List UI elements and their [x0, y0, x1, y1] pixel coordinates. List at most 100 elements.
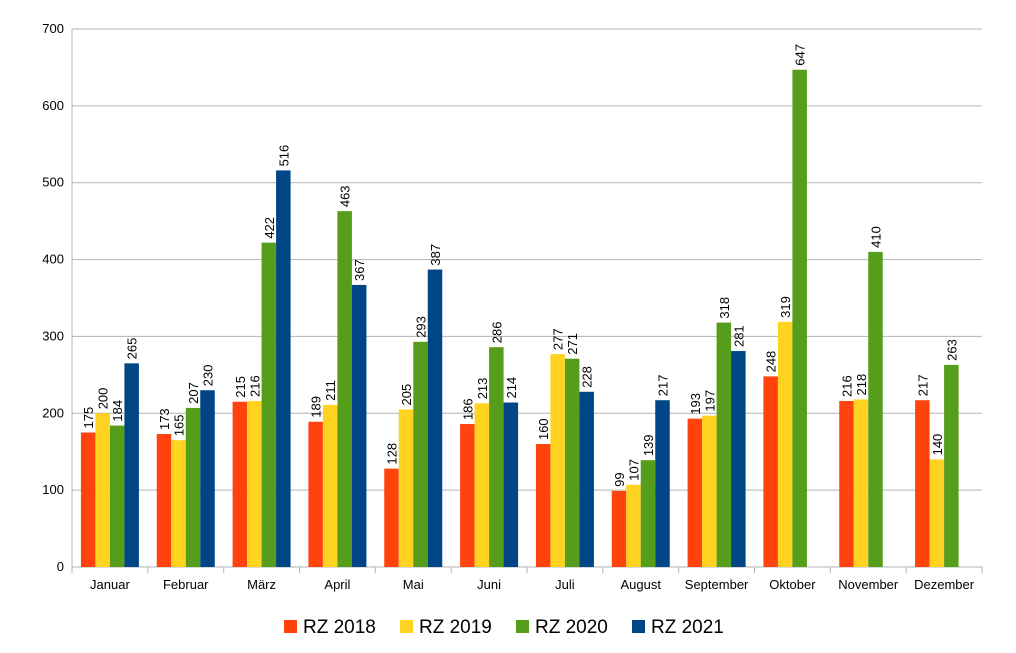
y-tick-label: 100	[42, 482, 64, 497]
bar	[915, 400, 930, 567]
data-label: 165	[172, 414, 187, 436]
data-label: 319	[778, 296, 793, 318]
data-label: 647	[793, 44, 808, 66]
data-label: 214	[504, 377, 519, 399]
bar	[868, 251, 883, 567]
data-label: 281	[731, 325, 746, 347]
data-label: 128	[385, 443, 400, 465]
y-tick-label: 400	[42, 252, 64, 267]
y-tick-label: 500	[42, 175, 64, 190]
data-label: 217	[656, 375, 671, 397]
y-tick-label: 0	[57, 559, 64, 574]
bar	[247, 400, 262, 567]
data-label: 367	[352, 259, 367, 281]
x-tick-label: März	[247, 577, 276, 592]
bar	[716, 322, 732, 567]
bar	[763, 376, 778, 567]
data-label: 293	[414, 316, 429, 338]
x-tick-label: Dezember	[914, 577, 975, 592]
data-label: 213	[475, 378, 490, 400]
y-tick-label: 200	[42, 405, 64, 420]
bar	[503, 402, 519, 567]
bar	[80, 432, 96, 567]
data-label: 216	[840, 375, 855, 397]
bar	[95, 413, 110, 567]
legend-swatch	[284, 620, 297, 633]
bar	[687, 418, 703, 567]
data-label: 186	[460, 398, 475, 420]
data-label: 205	[399, 384, 414, 406]
x-tick-label: April	[324, 577, 350, 592]
data-label: 248	[764, 351, 779, 373]
legend: RZ 2018 RZ 2019 RZ 2020 RZ 2021	[284, 617, 724, 638]
data-label: 265	[125, 338, 140, 360]
x-tick-label: Oktober	[769, 577, 816, 592]
bar	[200, 390, 215, 567]
bar	[640, 460, 656, 567]
data-label: 184	[110, 400, 125, 422]
legend-label: RZ 2021	[651, 617, 724, 638]
data-label: 286	[489, 321, 504, 343]
data-label: 215	[233, 376, 248, 398]
bar	[731, 351, 746, 567]
data-label: 193	[688, 393, 703, 415]
data-label: 200	[96, 388, 111, 410]
bar	[156, 434, 172, 567]
bar	[337, 211, 352, 567]
data-label: 271	[565, 333, 580, 355]
x-tick-label: Juni	[477, 577, 501, 592]
legend-swatch	[516, 620, 529, 633]
data-label: 277	[551, 328, 566, 350]
legend-label: RZ 2018	[303, 617, 376, 638]
bar	[611, 490, 627, 567]
legend-label: RZ 2020	[535, 617, 608, 638]
bar	[398, 409, 414, 567]
bar	[427, 269, 443, 567]
data-label: 197	[702, 390, 717, 412]
data-label: 107	[627, 459, 642, 481]
data-label: 516	[276, 145, 291, 167]
data-label: 410	[869, 226, 884, 248]
data-label: 189	[309, 396, 324, 418]
bar	[261, 242, 277, 568]
data-label: 99	[612, 472, 627, 486]
data-label: 387	[428, 244, 443, 266]
gridlines	[72, 28, 982, 568]
data-label: 218	[854, 374, 869, 396]
bar	[489, 347, 504, 567]
x-tick-label: Juli	[555, 577, 575, 592]
data-label: 207	[186, 382, 201, 404]
data-label: 173	[157, 408, 172, 430]
bar	[322, 404, 338, 567]
data-label: 230	[201, 365, 216, 387]
bar	[839, 400, 854, 567]
bar	[579, 391, 594, 567]
x-tick-label: Mai	[403, 577, 424, 592]
bar	[853, 399, 869, 567]
x-tick-label: September	[685, 577, 749, 592]
data-label: 211	[323, 380, 338, 401]
bar	[351, 284, 367, 567]
legend-swatch	[632, 620, 645, 633]
bar	[929, 459, 945, 567]
legend-swatch	[400, 620, 413, 633]
x-tick-label: Januar	[90, 577, 130, 592]
bar	[702, 415, 717, 567]
bar	[626, 484, 641, 567]
bar	[535, 444, 551, 567]
bar	[185, 407, 201, 567]
legend-label: RZ 2019	[419, 617, 492, 638]
bar	[124, 363, 139, 567]
data-label: 216	[247, 375, 262, 397]
data-label: 318	[717, 297, 732, 319]
x-tick-label: November	[838, 577, 899, 592]
data-label: 140	[930, 434, 945, 456]
bar	[171, 440, 186, 567]
bar	[777, 321, 793, 567]
data-label: 228	[580, 366, 595, 388]
data-label: 160	[536, 418, 551, 440]
bar	[474, 403, 490, 567]
bar	[564, 358, 580, 567]
bar	[792, 69, 807, 567]
